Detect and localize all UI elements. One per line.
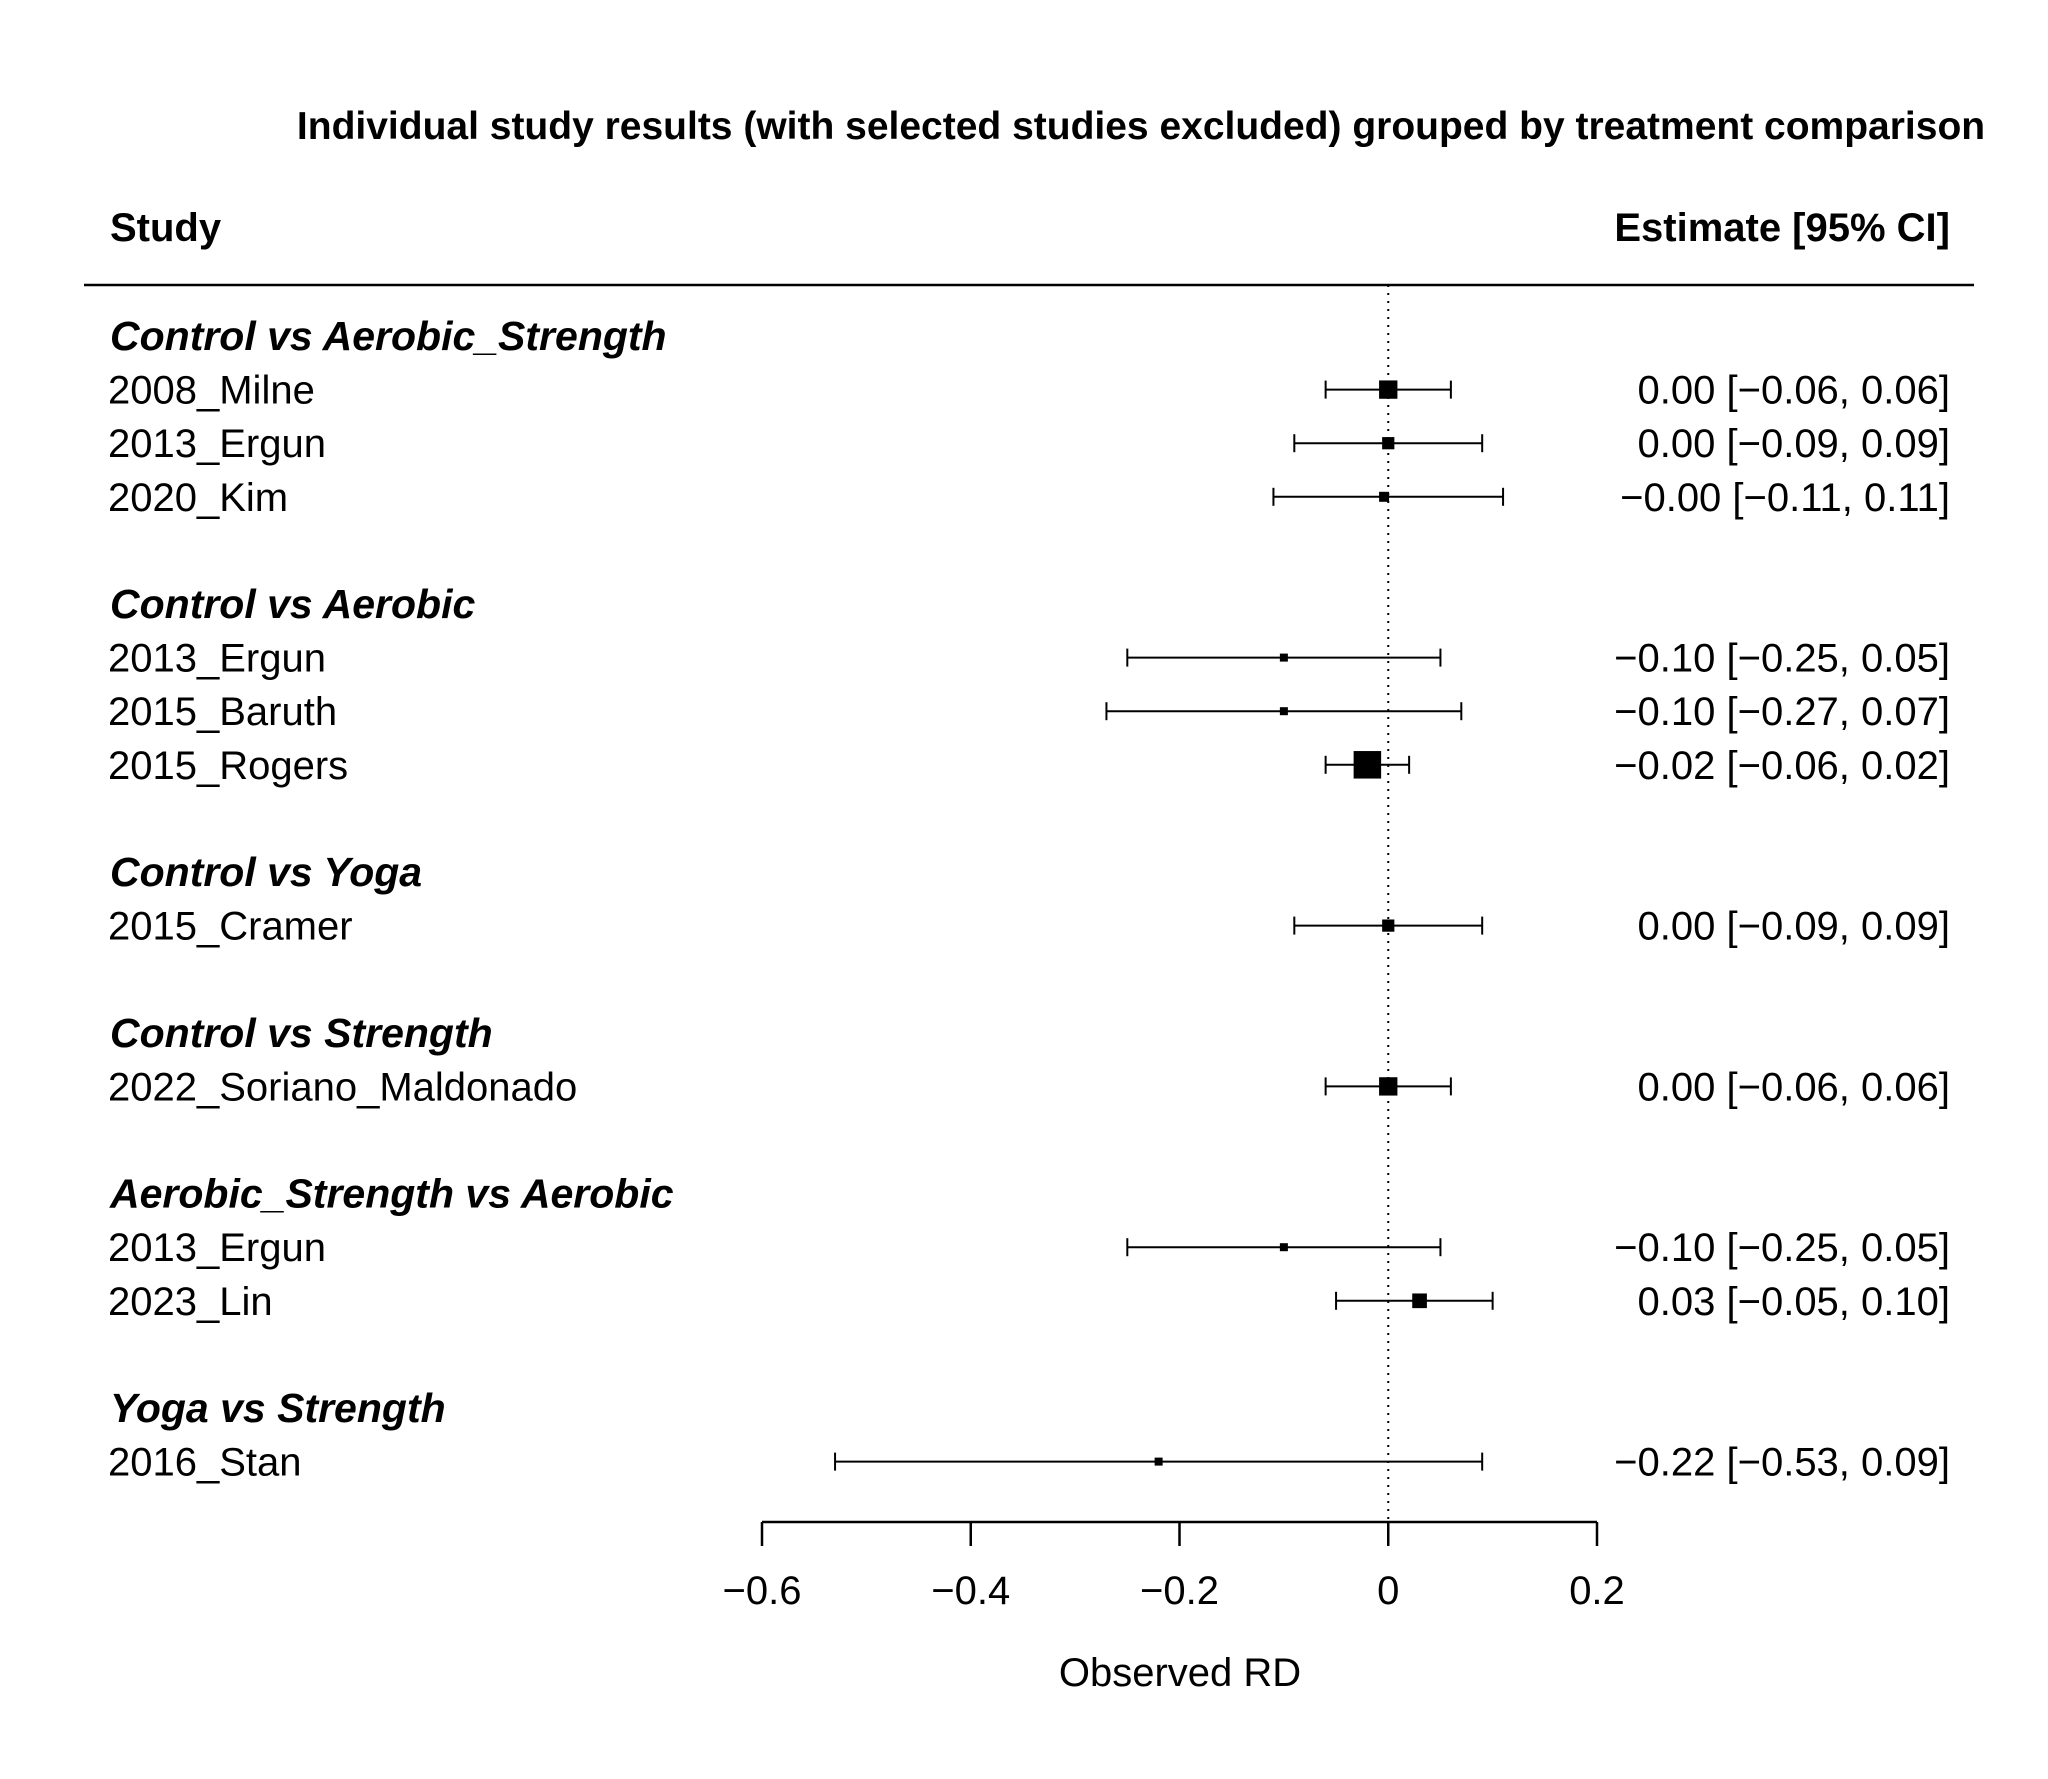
estimate-marker <box>1379 1077 1398 1096</box>
study-label: 2022_Soriano_Maldonado <box>108 1065 577 1109</box>
estimate-label: −0.02 [−0.06, 0.02] <box>1614 744 1950 788</box>
study-label: 2023_Lin <box>108 1280 273 1324</box>
estimate-marker <box>1382 437 1395 450</box>
group-label: Control vs Aerobic <box>110 581 475 627</box>
x-tick-label: −0.4 <box>931 1569 1010 1613</box>
estimate-label: 0.00 [−0.06, 0.06] <box>1638 369 1950 413</box>
estimate-label: 0.00 [−0.09, 0.09] <box>1638 422 1950 466</box>
estimate-marker <box>1353 751 1382 779</box>
estimate-marker <box>1154 1457 1163 1466</box>
study-label: 2013_Ergun <box>108 422 326 466</box>
estimate-marker <box>1279 1243 1288 1252</box>
estimate-column-header: Estimate [95% CI] <box>1614 206 1950 250</box>
study-label: 2013_Ergun <box>108 1226 326 1270</box>
x-tick-label: −0.6 <box>723 1569 802 1613</box>
estimate-marker <box>1279 653 1288 662</box>
estimate-label: −0.10 [−0.27, 0.07] <box>1614 690 1950 734</box>
study-label: 2008_Milne <box>108 369 315 413</box>
study-label: 2016_Stan <box>108 1441 302 1485</box>
study-label: 2020_Kim <box>108 476 288 520</box>
group-label: Control vs Aerobic_Strength <box>110 313 667 359</box>
estimate-marker <box>1279 707 1288 716</box>
study-column-header: Study <box>110 206 222 250</box>
x-axis: −0.6 −0.4 −0.2 0 0.2 <box>723 1520 1625 1613</box>
study-label: 2013_Ergun <box>108 637 326 681</box>
group-label: Control vs Strength <box>110 1010 493 1056</box>
estimate-label: −0.10 [−0.25, 0.05] <box>1614 1226 1950 1270</box>
study-label: 2015_Rogers <box>108 744 348 788</box>
estimate-marker <box>1379 491 1390 502</box>
estimate-label: −0.22 [−0.53, 0.09] <box>1614 1441 1950 1485</box>
estimate-label: −0.00 [−0.11, 0.11] <box>1620 476 1950 520</box>
estimate-label: −0.10 [−0.25, 0.05] <box>1614 637 1950 681</box>
x-axis-label: Observed RD <box>1059 1651 1301 1695</box>
x-tick-label: 0 <box>1377 1569 1399 1613</box>
study-label: 2015_Baruth <box>108 690 337 734</box>
study-rows: Control vs Aerobic_Strength 2008_Milne 0.0… <box>108 313 1950 1485</box>
group-label: Yoga vs Strength <box>110 1385 446 1431</box>
study-label: 2015_Cramer <box>108 905 353 949</box>
estimate-label: 0.00 [−0.09, 0.09] <box>1638 905 1950 949</box>
estimate-marker <box>1379 380 1398 399</box>
estimate-label: 0.03 [−0.05, 0.10] <box>1638 1280 1950 1324</box>
estimate-marker <box>1412 1293 1427 1309</box>
estimate-label: 0.00 [−0.06, 0.06] <box>1638 1065 1950 1109</box>
chart-title: Individual study results (with selected … <box>297 105 1985 148</box>
x-tick-label: 0.2 <box>1569 1569 1625 1613</box>
group-label: Aerobic_Strength vs Aerobic <box>109 1171 674 1217</box>
estimate-marker <box>1382 919 1395 932</box>
x-tick-label: −0.2 <box>1140 1569 1219 1613</box>
group-label: Control vs Yoga <box>110 849 422 895</box>
